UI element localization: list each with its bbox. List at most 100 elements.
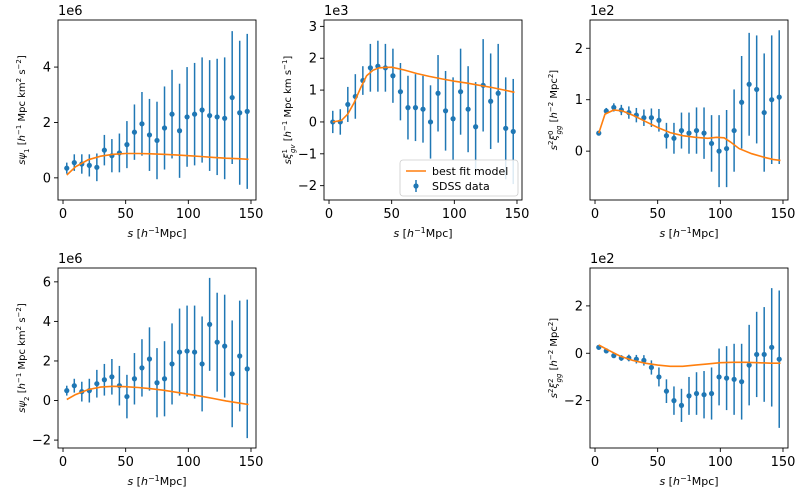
data-point bbox=[345, 101, 351, 108]
data-point bbox=[169, 361, 175, 367]
data-point bbox=[708, 390, 715, 397]
y-tick-label: 3 bbox=[309, 20, 317, 35]
axes-frame bbox=[57, 267, 257, 449]
y-tick-label: 1 bbox=[575, 93, 583, 108]
data-point bbox=[739, 379, 745, 385]
data-point bbox=[716, 148, 722, 154]
panel-s2xi-gg2: 0 50 100 150 −2 0 2 1e2 s [h−1Mpc] s2ξ2gg [h−2 Mp… bbox=[547, 252, 795, 488]
y-tick-label: 2 bbox=[575, 299, 583, 314]
data-point bbox=[723, 145, 730, 152]
y-axis-label: sψ2 [h−1 Mpc km2 s−2] bbox=[15, 303, 31, 413]
data-point bbox=[731, 376, 737, 382]
x-tick-label: 50 bbox=[649, 207, 666, 222]
data-point bbox=[71, 160, 77, 166]
data-point bbox=[154, 137, 160, 144]
data-point bbox=[663, 133, 670, 139]
data-point bbox=[457, 89, 464, 95]
data-point bbox=[648, 115, 655, 121]
panel-sxi-psi1: 0 50 100 150 0 2 4 1e6 s [h−1Mpc] sψ1 [h−1 Mpc km… bbox=[15, 4, 263, 240]
x-tick-label: 150 bbox=[771, 207, 796, 222]
data-point bbox=[510, 128, 516, 135]
x-tick-label: 0 bbox=[325, 207, 333, 222]
data-point bbox=[86, 162, 92, 168]
data-point bbox=[656, 374, 662, 380]
data-point bbox=[199, 107, 205, 113]
x-tick-label: 50 bbox=[117, 207, 134, 222]
axis-multiplier: 1e6 bbox=[58, 252, 83, 267]
data-point bbox=[229, 371, 235, 377]
data-point bbox=[244, 366, 250, 372]
data-point bbox=[723, 375, 730, 381]
y-tick-label: −2 bbox=[32, 434, 51, 449]
data-series-sdss bbox=[596, 30, 782, 188]
data-point bbox=[237, 110, 243, 116]
data-point bbox=[199, 361, 205, 367]
data-point bbox=[686, 393, 692, 399]
model-line bbox=[598, 344, 781, 368]
data-point bbox=[191, 111, 198, 117]
data-point bbox=[405, 105, 411, 111]
y-tick-label: 0 bbox=[309, 115, 317, 130]
x-tick-label: 0 bbox=[591, 207, 599, 222]
data-point bbox=[214, 114, 220, 120]
data-point bbox=[761, 109, 767, 116]
data-point bbox=[101, 147, 107, 153]
panel-sxi-gv1: 0 50 100 150 −2 −1 0 1 2 3 1e3 s [h−1Mpc] sξ1gv [h−1… bbox=[281, 4, 529, 240]
data-point bbox=[427, 119, 434, 125]
data-point bbox=[64, 388, 70, 394]
data-point bbox=[648, 364, 655, 371]
data-point bbox=[101, 377, 107, 383]
data-series-sdss bbox=[64, 31, 250, 189]
data-point bbox=[161, 125, 168, 131]
data-point bbox=[244, 108, 250, 114]
y-tick-label: 0 bbox=[575, 347, 583, 362]
y-tick-label: −2 bbox=[564, 394, 583, 409]
data-point bbox=[420, 106, 426, 112]
y-axis-label: sψ1 [h−1 Mpc km2 s−2] bbox=[15, 55, 31, 165]
data-point bbox=[769, 97, 775, 103]
data-point bbox=[611, 104, 617, 111]
data-point bbox=[746, 81, 752, 87]
data-point bbox=[124, 142, 130, 148]
data-point bbox=[146, 356, 153, 362]
data-point bbox=[442, 108, 449, 114]
y-tick-label: 6 bbox=[43, 275, 51, 290]
data-point bbox=[412, 105, 419, 111]
data-point bbox=[169, 111, 175, 117]
data-point bbox=[139, 121, 145, 127]
axis-multiplier: 1e3 bbox=[324, 4, 349, 19]
data-point bbox=[207, 112, 213, 119]
y-axis-label: s2ξ2gg [h−2 Mpc2] bbox=[547, 318, 563, 399]
axis-multiplier: 1e2 bbox=[590, 4, 615, 19]
data-point bbox=[191, 349, 198, 355]
data-point bbox=[708, 140, 715, 147]
x-axis-label: s [h−1Mpc] bbox=[393, 226, 452, 241]
x-tick-label: 150 bbox=[771, 455, 796, 470]
data-point bbox=[678, 127, 685, 134]
data-point bbox=[641, 357, 647, 363]
data-point bbox=[503, 125, 509, 131]
data-point bbox=[390, 73, 396, 79]
data-point bbox=[671, 398, 677, 404]
data-point bbox=[435, 90, 441, 96]
data-point bbox=[596, 130, 602, 136]
data-point bbox=[671, 135, 677, 141]
data-point bbox=[207, 321, 213, 327]
x-tick-label: 0 bbox=[59, 455, 67, 470]
data-point bbox=[473, 124, 479, 130]
data-point bbox=[330, 119, 336, 125]
y-tick-label: 0 bbox=[43, 394, 51, 409]
data-point bbox=[776, 356, 782, 362]
data-point bbox=[184, 114, 190, 120]
axes-frame bbox=[589, 19, 789, 201]
data-point bbox=[488, 98, 494, 104]
data-point bbox=[678, 402, 685, 408]
x-tick-label: 150 bbox=[239, 455, 264, 470]
data-point bbox=[754, 86, 760, 93]
data-point bbox=[465, 106, 471, 112]
data-point bbox=[739, 99, 745, 105]
y-tick-label: 4 bbox=[43, 61, 51, 76]
y-tick-label: 4 bbox=[43, 315, 51, 330]
data-point bbox=[229, 94, 235, 101]
